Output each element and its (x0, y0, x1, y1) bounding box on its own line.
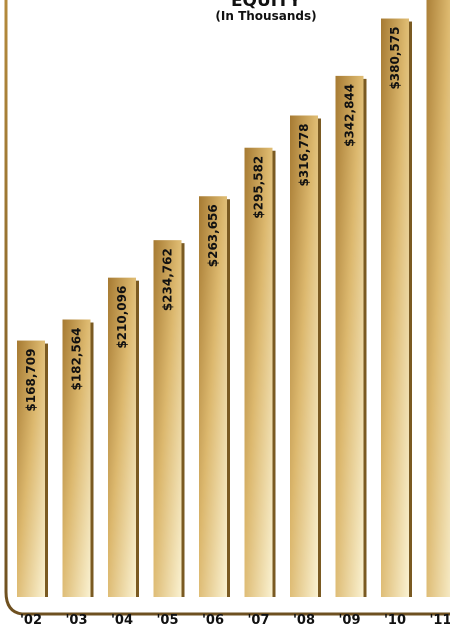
x-tick-label: '09 (338, 613, 360, 627)
x-tick-label: '11 (429, 613, 450, 627)
bar-shadow (136, 280, 139, 597)
bar (335, 75, 364, 597)
bar-shadow (272, 150, 276, 597)
bar (426, 0, 450, 598)
bar (17, 340, 45, 597)
bar-shadow (363, 78, 367, 597)
bar-value-label: $234,762 (161, 248, 175, 311)
bar-shadow (90, 322, 94, 597)
bar (108, 277, 136, 597)
bar (153, 240, 182, 598)
bar (62, 319, 91, 597)
bar-value-label: $210,096 (115, 286, 129, 349)
bars-group: $168,709 $182,564 $210,096 $234,762 $263,656… (17, 0, 450, 598)
chart-subtitle: (In Thousands) (215, 9, 316, 23)
x-tick-label: '04 (111, 613, 133, 627)
bar-value-label: $380,575 (388, 27, 402, 90)
bar (381, 18, 409, 597)
bar-value-label: $168,709 (24, 349, 38, 412)
x-tick-labels: '02 '03 '04 '05 '06 '07 '08 '09 '10 '11 (20, 613, 450, 627)
bar (244, 147, 273, 597)
bar-value-label: $182,564 (70, 328, 84, 391)
frame-border (4, 0, 450, 616)
bar (199, 196, 227, 598)
bar-value-label: $316,778 (297, 123, 311, 186)
bar-shadow (318, 118, 321, 597)
x-tick-label: '02 (20, 613, 42, 627)
bar-value-label: $295,582 (252, 156, 266, 219)
x-tick-label: '07 (247, 613, 269, 627)
x-tick-label: '06 (202, 613, 224, 627)
bar-value-label: $263,656 (206, 204, 220, 267)
chart-title: EQUITY (231, 0, 302, 11)
bar-shadow (181, 243, 185, 598)
x-tick-label: '10 (384, 613, 406, 627)
bar-value-label: $342,844 (343, 84, 357, 147)
x-tick-label: '08 (293, 613, 315, 627)
bar-shadow (227, 199, 230, 598)
bar-shadow (409, 21, 412, 597)
x-tick-label: '03 (65, 613, 87, 627)
bar (290, 115, 318, 597)
x-tick-label: '05 (156, 613, 178, 627)
bar-shadow (45, 343, 48, 597)
